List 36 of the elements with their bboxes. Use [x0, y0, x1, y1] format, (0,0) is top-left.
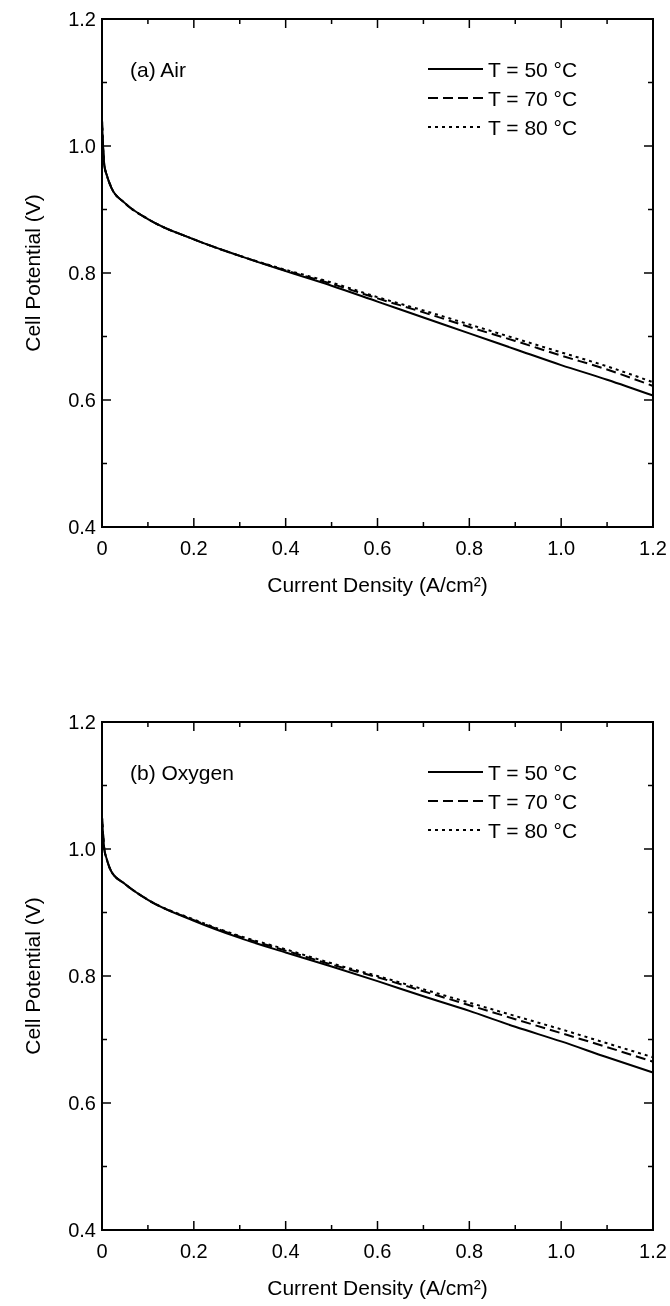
x-axis-title: Current Density (A/cm²) — [267, 1276, 488, 1299]
annotation: (b) Oxygen — [130, 761, 234, 784]
x-axis-title: Current Density (A/cm²) — [267, 573, 488, 596]
y-axis-title: Cell Potential (V) — [21, 897, 44, 1055]
x-tick-label: 0.6 — [363, 537, 392, 559]
x-tick-label: 1.2 — [639, 537, 667, 559]
x-tick-label: 0.4 — [271, 1240, 300, 1262]
y-tick-label: 0.8 — [68, 262, 96, 284]
x-tick-label: 1.0 — [547, 537, 576, 559]
y-tick-label: 1.2 — [68, 8, 96, 30]
y-tick-label: 0.8 — [68, 965, 96, 987]
legend-label: T = 70 °C — [488, 790, 578, 813]
x-tick-label: 1.2 — [639, 1240, 667, 1262]
x-tick-label: 0.2 — [179, 537, 208, 559]
y-axis-title: Cell Potential (V) — [21, 194, 44, 352]
legend-label: T = 50 °C — [488, 761, 578, 784]
legend-label: T = 50 °C — [488, 58, 578, 81]
legend-label: T = 70 °C — [488, 87, 578, 110]
x-tick-label: 0.8 — [455, 537, 484, 559]
x-tick-label: 0.2 — [179, 1240, 208, 1262]
x-tick-label: 0.8 — [455, 1240, 484, 1262]
legend-label: T = 80 °C — [488, 116, 578, 139]
x-tick-label: 0 — [96, 1240, 108, 1262]
y-tick-label: 1.0 — [68, 838, 96, 860]
y-tick-label: 1.2 — [68, 711, 96, 733]
y-tick-label: 1.0 — [68, 135, 96, 157]
y-tick-label: 0.6 — [68, 389, 96, 411]
legend-label: T = 80 °C — [488, 819, 578, 842]
x-tick-label: 1.0 — [547, 1240, 576, 1262]
y-tick-label: 0.4 — [68, 516, 96, 538]
annotation: (a) Air — [130, 58, 187, 81]
y-tick-label: 0.4 — [68, 1219, 96, 1241]
x-tick-label: 0.4 — [271, 537, 300, 559]
y-tick-label: 0.6 — [68, 1092, 96, 1114]
x-tick-label: 0 — [96, 537, 108, 559]
x-tick-label: 0.6 — [363, 1240, 392, 1262]
